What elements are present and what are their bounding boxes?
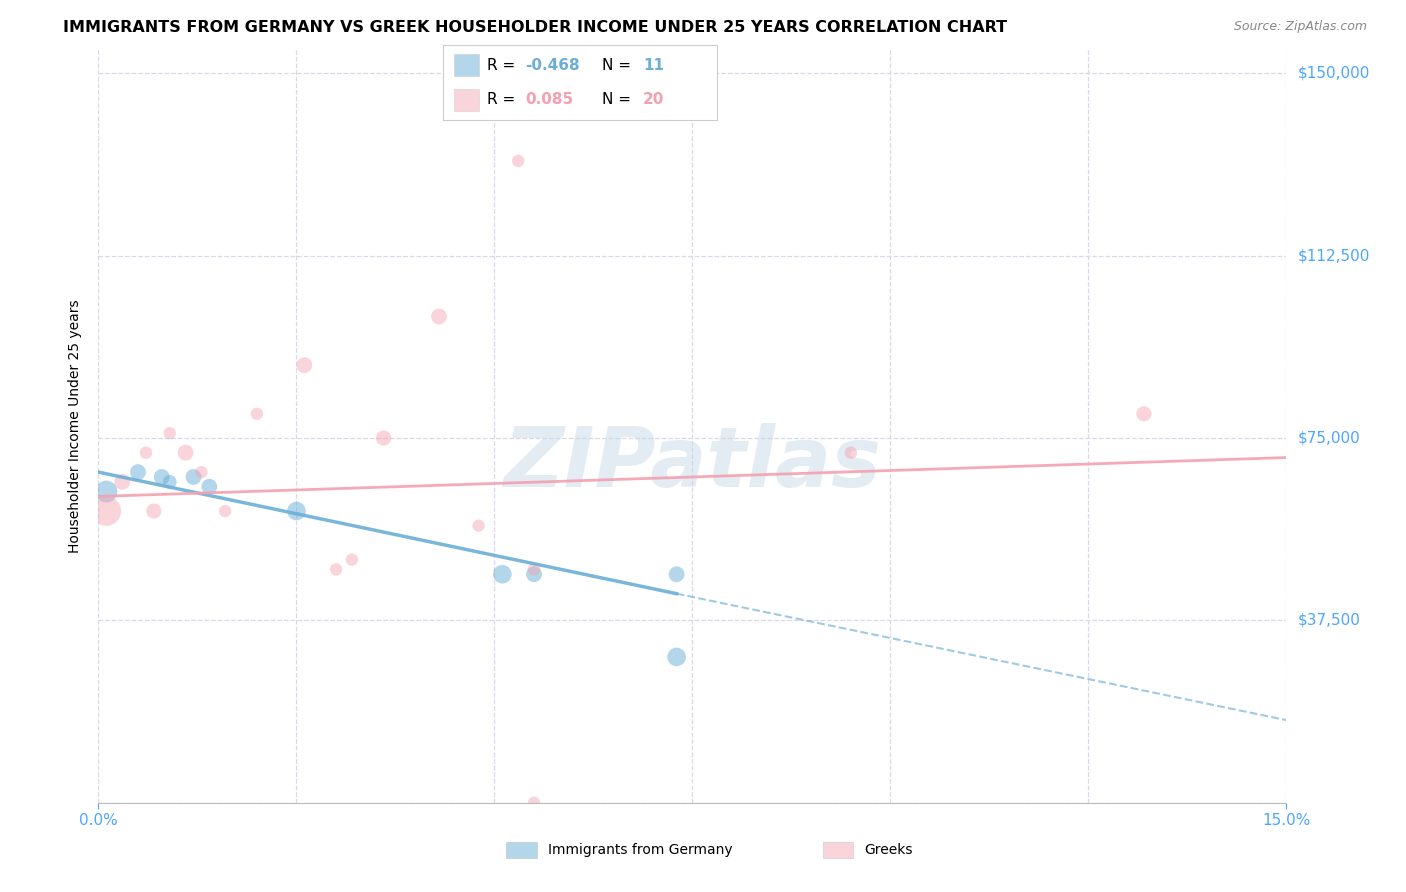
- Text: -0.468: -0.468: [526, 58, 579, 72]
- Text: IMMIGRANTS FROM GERMANY VS GREEK HOUSEHOLDER INCOME UNDER 25 YEARS CORRELATION C: IMMIGRANTS FROM GERMANY VS GREEK HOUSEHO…: [63, 20, 1007, 35]
- Point: [142, 504, 165, 518]
- Text: N =: N =: [602, 58, 631, 72]
- Point: [214, 504, 236, 518]
- Point: [292, 358, 315, 372]
- Point: [523, 567, 546, 582]
- Point: [198, 480, 221, 494]
- Y-axis label: Householder Income Under 25 years: Householder Income Under 25 years: [69, 299, 83, 553]
- Bar: [454, 54, 478, 77]
- Point: [159, 475, 181, 489]
- Text: 0.085: 0.085: [526, 93, 574, 107]
- Text: $150,000: $150,000: [1298, 66, 1369, 81]
- Text: 20: 20: [643, 93, 665, 107]
- Point: [111, 475, 134, 489]
- Point: [508, 153, 530, 168]
- Point: [285, 504, 308, 518]
- Point: [150, 470, 173, 484]
- Text: Immigrants from Germany: Immigrants from Germany: [548, 843, 733, 857]
- Text: Greeks: Greeks: [865, 843, 912, 857]
- Point: [246, 407, 269, 421]
- Point: [159, 426, 181, 441]
- Text: $75,000: $75,000: [1298, 431, 1361, 446]
- Point: [523, 796, 546, 810]
- Text: R =: R =: [486, 93, 515, 107]
- Text: 11: 11: [643, 58, 664, 72]
- Point: [523, 562, 546, 576]
- Point: [373, 431, 395, 445]
- Point: [491, 567, 513, 582]
- Text: Source: ZipAtlas.com: Source: ZipAtlas.com: [1233, 20, 1367, 33]
- Point: [96, 504, 118, 518]
- Text: $37,500: $37,500: [1298, 613, 1361, 628]
- Bar: [454, 88, 478, 112]
- Text: ZIPatlas: ZIPatlas: [503, 423, 882, 504]
- Point: [467, 518, 489, 533]
- Point: [96, 484, 118, 499]
- Point: [135, 445, 157, 459]
- Point: [665, 567, 688, 582]
- Text: N =: N =: [602, 93, 631, 107]
- Point: [427, 310, 450, 324]
- Point: [340, 552, 363, 566]
- Point: [183, 470, 205, 484]
- Point: [127, 465, 149, 479]
- Point: [174, 445, 197, 459]
- Point: [190, 465, 212, 479]
- Point: [665, 649, 688, 664]
- Text: R =: R =: [486, 58, 515, 72]
- Point: [1133, 407, 1156, 421]
- Point: [839, 445, 862, 459]
- Text: $112,500: $112,500: [1298, 248, 1369, 263]
- Point: [325, 562, 347, 576]
